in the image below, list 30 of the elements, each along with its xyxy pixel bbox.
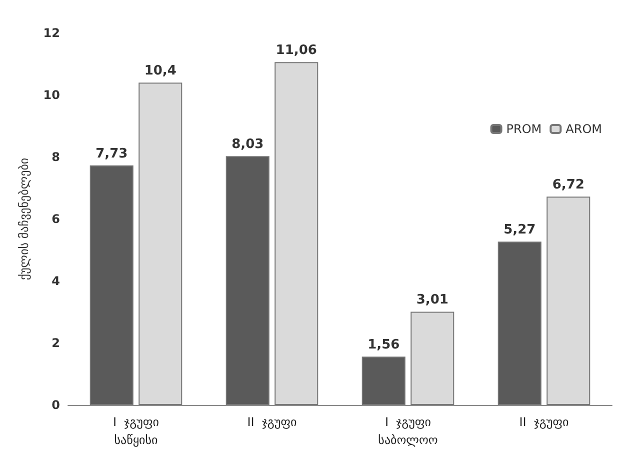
x-tick-label: II ჯგუფი <box>519 415 569 429</box>
data-label: 1,56 <box>368 338 400 353</box>
x-tick-label: I ჯგუფი საწყისი <box>113 415 159 447</box>
x-tick-label: I ჯგუფი საბოლოო <box>378 415 438 447</box>
legend-label: PROM <box>506 122 542 136</box>
legend-label: AROM <box>566 122 602 136</box>
y-axis-title: ქულის მაჩვენებლები <box>17 158 31 280</box>
bar <box>226 156 270 405</box>
y-tick-label: 10 <box>43 88 60 102</box>
y-tick-label: 0 <box>52 398 60 412</box>
data-label: 11,06 <box>276 43 317 58</box>
y-tick-label: 6 <box>52 212 60 226</box>
bar <box>410 312 454 405</box>
data-label: 5,27 <box>504 222 536 238</box>
bar <box>90 165 134 405</box>
data-label: 6,72 <box>552 178 584 193</box>
bar <box>138 82 182 405</box>
data-label: 3,01 <box>416 292 448 308</box>
y-tick-label: 8 <box>52 150 60 164</box>
bar <box>546 196 590 405</box>
y-tick-label: 4 <box>52 274 60 288</box>
y-tick-label: 2 <box>52 336 60 350</box>
bar <box>274 62 318 405</box>
bar <box>362 356 406 405</box>
y-tick-label: 12 <box>43 26 60 40</box>
data-label: 8,03 <box>232 137 264 152</box>
data-label: 7,73 <box>96 146 128 162</box>
bar <box>498 242 542 405</box>
x-tick-label: II ჯგუფი <box>247 415 297 429</box>
data-label: 10,4 <box>144 64 176 79</box>
